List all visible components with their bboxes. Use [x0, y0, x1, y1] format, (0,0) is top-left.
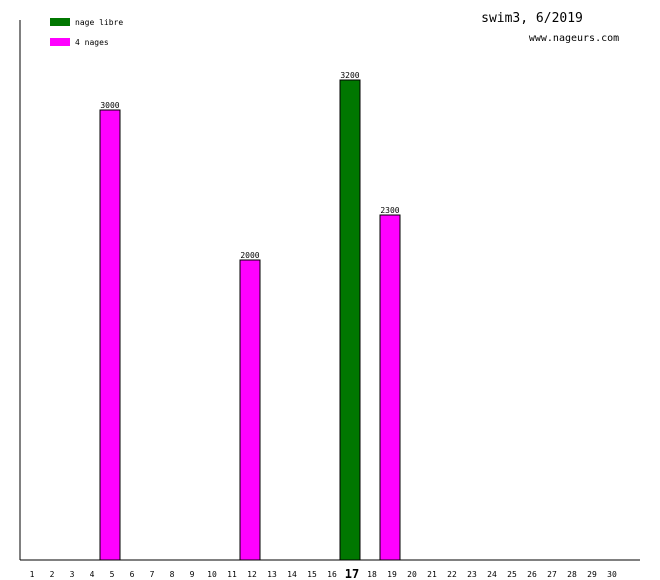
x-tick-label: 5	[110, 570, 115, 579]
x-tick-label: 8	[170, 570, 175, 579]
legend-label: 4 nages	[75, 38, 109, 47]
legend-swatch	[50, 38, 70, 46]
x-tick-label: 23	[467, 570, 477, 579]
x-tick-label: 15	[307, 570, 317, 579]
bar	[239, 259, 261, 561]
bar	[339, 79, 361, 561]
x-tick-label: 19	[387, 570, 397, 579]
x-tick-label: 21	[427, 570, 437, 579]
x-tick-label: 30	[607, 570, 617, 579]
x-tick-label: 16	[327, 570, 337, 579]
data-label: 2300	[380, 206, 399, 215]
x-tick-label: 24	[487, 570, 497, 579]
data-label: 2000	[240, 251, 259, 260]
chart-subtitle: www.nageurs.com	[529, 33, 619, 44]
bar	[99, 109, 121, 561]
x-tick-label: 22	[447, 570, 457, 579]
x-tick-label: 12	[247, 570, 257, 579]
x-tick-label: 3	[70, 570, 75, 579]
x-tick-label: 10	[207, 570, 217, 579]
legend-label: nage libre	[75, 18, 123, 27]
x-tick-label: 17	[345, 567, 359, 580]
x-tick-label: 26	[527, 570, 537, 579]
data-label: 3000	[100, 101, 119, 110]
bar	[379, 214, 401, 561]
x-tick-label: 14	[287, 570, 297, 579]
x-tick-label: 4	[90, 570, 95, 579]
data-label: 3200	[340, 71, 359, 80]
x-tick-label: 25	[507, 570, 517, 579]
legend-swatch	[50, 18, 70, 26]
x-tick-label: 9	[190, 570, 195, 579]
x-tick-label: 27	[547, 570, 557, 579]
x-tick-label: 29	[587, 570, 597, 579]
x-tick-label: 28	[567, 570, 577, 579]
x-tick-label: 6	[130, 570, 135, 579]
x-tick-label: 7	[150, 570, 155, 579]
x-tick-label: 2	[50, 570, 55, 579]
x-tick-label: 13	[267, 570, 277, 579]
chart-title: swim3, 6/2019	[481, 11, 583, 26]
x-tick-label: 1	[30, 570, 35, 579]
x-tick-label: 18	[367, 570, 377, 579]
x-tick-label: 11	[227, 570, 237, 579]
x-tick-label: 20	[407, 570, 417, 579]
